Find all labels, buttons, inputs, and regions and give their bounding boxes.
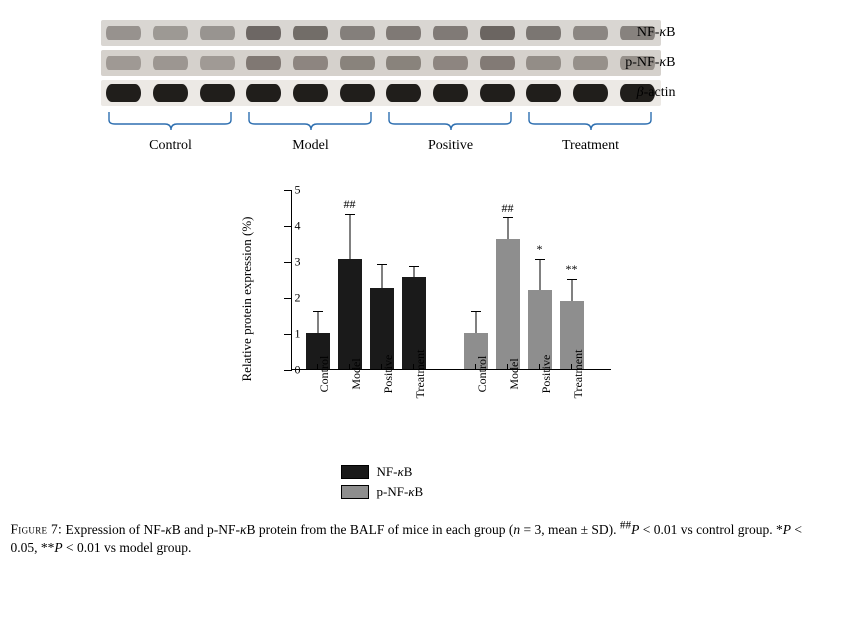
- plot-area: ####***: [291, 190, 611, 370]
- x-tick-label: Control: [317, 356, 332, 393]
- blot-row: p-NF-κB: [101, 50, 676, 76]
- y-tick-label: 3: [283, 255, 301, 270]
- figure-caption: Figure 7: Expression of NF-κB and p-NF-κ…: [11, 518, 831, 558]
- blot-row-label: β-actin: [637, 80, 676, 106]
- significance-marker: ##: [502, 201, 514, 216]
- significance-marker: *: [537, 242, 543, 257]
- bar: [402, 189, 426, 369]
- group-label: Model: [241, 138, 381, 154]
- x-tick-label: Control: [475, 356, 490, 393]
- blot-row: NF-κB: [101, 20, 676, 46]
- blot-row-label: NF-κB: [637, 20, 676, 46]
- bar: [370, 189, 394, 369]
- x-tick-label: Model: [349, 358, 364, 389]
- y-tick-label: 4: [283, 219, 301, 234]
- significance-marker: **: [566, 262, 578, 277]
- bar-chart: Relative protein expression (%) ####*** …: [211, 184, 631, 500]
- y-tick-label: 0: [283, 363, 301, 378]
- bar: [306, 189, 330, 369]
- legend-item: NF-κB: [341, 464, 631, 480]
- y-tick-label: 5: [283, 183, 301, 198]
- y-tick-label: 1: [283, 327, 301, 342]
- x-tick-label: Positive: [539, 355, 554, 394]
- caption-text: Expression of NF-κB and p-NF-κB protein …: [11, 522, 803, 556]
- figure: NF-κBp-NF-κBβ-actinControlModelPositiveT…: [11, 20, 831, 558]
- blot-row: β-actin: [101, 80, 676, 106]
- bar: ##: [338, 189, 362, 369]
- blot-row-label: p-NF-κB: [625, 50, 675, 76]
- western-blot-panel: NF-κB p-NF-κB β-actin ControlModelPositiveT…: [101, 20, 741, 164]
- bar: [464, 189, 488, 369]
- figure-label: Figure 7:: [11, 522, 63, 537]
- x-tick-label: Treatment: [413, 350, 428, 399]
- y-tick-label: 2: [283, 291, 301, 306]
- x-tick-label: Treatment: [571, 350, 586, 399]
- bar: ##: [496, 189, 520, 369]
- x-tick-label: Model: [507, 358, 522, 389]
- group-label: Positive: [381, 138, 521, 154]
- significance-marker: ##: [344, 197, 356, 212]
- bar: *: [528, 189, 552, 369]
- y-axis-title: Relative protein expression (%): [239, 217, 255, 382]
- group-brackets: ControlModelPositiveTreatment: [101, 110, 661, 164]
- x-tick-label: Positive: [381, 355, 396, 394]
- legend: NF-κB p-NF-κB: [341, 464, 631, 500]
- group-label: Treatment: [521, 138, 661, 154]
- bar: **: [560, 189, 584, 369]
- group-label: Control: [101, 138, 241, 154]
- legend-item: p-NF-κB: [341, 484, 631, 500]
